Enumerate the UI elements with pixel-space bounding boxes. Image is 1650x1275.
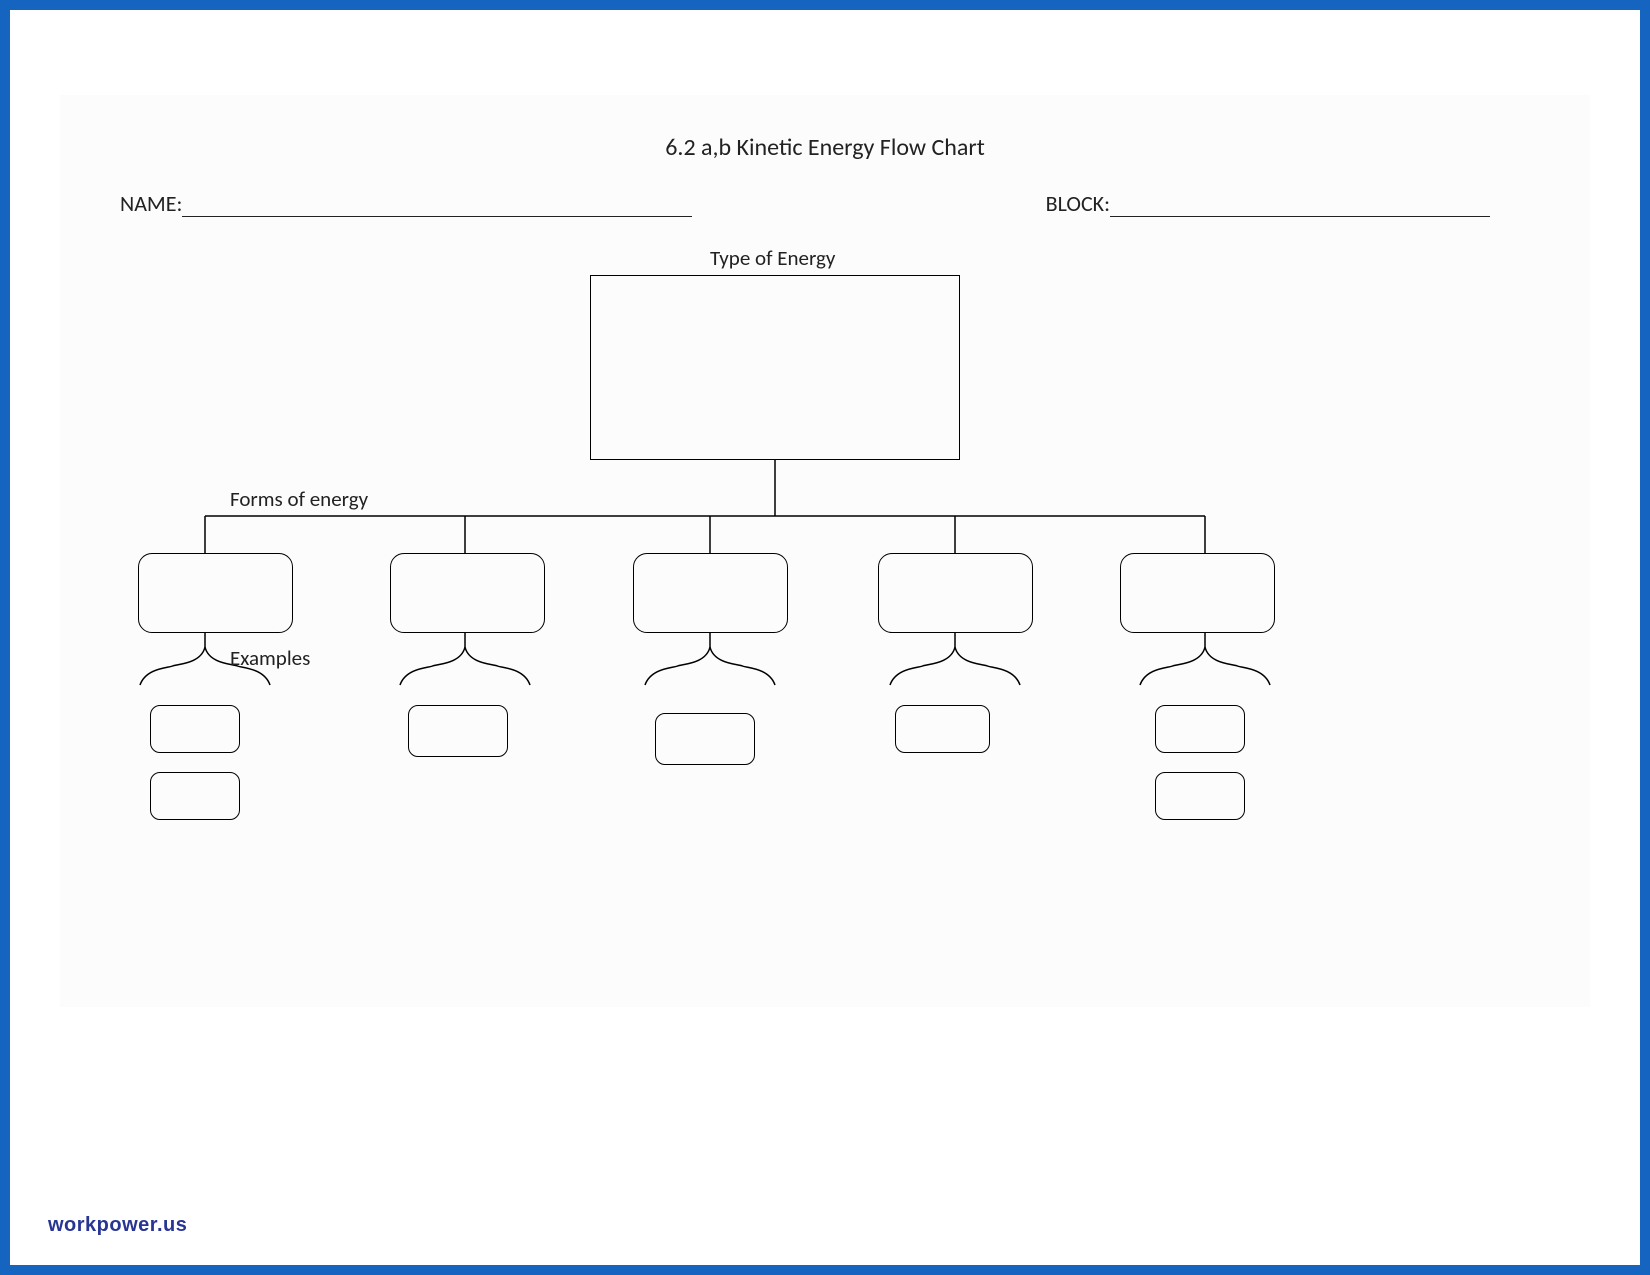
block-blank-line[interactable] [1110,195,1490,217]
form-box-5[interactable] [1120,553,1275,633]
watermark-text: workpower.us [48,1214,187,1237]
worksheet-title: 6.2 a,b Kinetic Energy Flow Chart [60,133,1590,162]
example-box-3-1[interactable] [655,713,755,765]
form-box-4[interactable] [878,553,1033,633]
form-box-1[interactable] [138,553,293,633]
label-examples: Examples [230,645,310,671]
label-type-of-energy: Type of Energy [710,245,835,271]
form-box-3[interactable] [633,553,788,633]
example-box-1-2[interactable] [150,772,240,820]
fields-row: NAME: BLOCK: [60,190,1590,217]
outer-frame: 6.2 a,b Kinetic Energy Flow Chart NAME: … [0,0,1650,1275]
name-label: NAME: [120,190,182,217]
example-box-4-1[interactable] [895,705,990,753]
example-box-5-1[interactable] [1155,705,1245,753]
root-box-type-of-energy[interactable] [590,275,960,460]
label-forms-of-energy: Forms of energy [230,486,368,512]
name-blank-line[interactable] [182,195,692,217]
form-box-2[interactable] [390,553,545,633]
example-box-1-1[interactable] [150,705,240,753]
example-box-5-2[interactable] [1155,772,1245,820]
block-label: BLOCK: [1046,190,1110,217]
name-field-group: NAME: [120,190,692,217]
flowchart-area: Type of Energy Forms of energy Examples [60,237,1590,1007]
worksheet: 6.2 a,b Kinetic Energy Flow Chart NAME: … [60,95,1590,1007]
example-box-2-1[interactable] [408,705,508,757]
block-field-group: BLOCK: [1046,190,1490,217]
